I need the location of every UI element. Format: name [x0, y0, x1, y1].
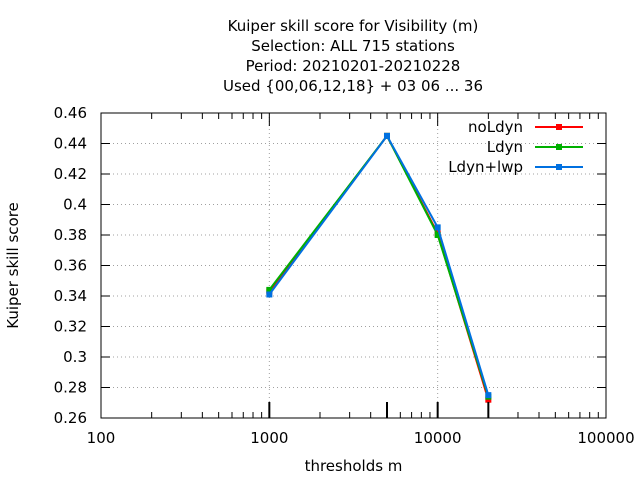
- y-tick-label: 0.36: [54, 257, 87, 275]
- y-tick-label: 0.26: [54, 409, 87, 427]
- title-line: Selection: ALL 715 stations: [251, 37, 455, 55]
- chart-title: Kuiper skill score for Visibility (m) Sel…: [223, 17, 483, 95]
- data-point: [485, 392, 492, 399]
- data-point: [383, 132, 390, 139]
- y-tick-label: 0.3: [63, 348, 87, 366]
- y-tick-label: 0.38: [54, 226, 87, 244]
- title-line: Period: 20210201-20210228: [246, 57, 461, 75]
- series-line-Ldyn: [268, 134, 490, 397]
- y-tick-label: 0.46: [54, 104, 87, 122]
- legend-marker: [556, 144, 562, 150]
- data-point: [485, 396, 492, 403]
- x-tick-label: 10000: [414, 429, 462, 447]
- data-point: [266, 291, 273, 298]
- y-tick-label: 0.44: [54, 135, 87, 153]
- series-lines: [266, 132, 492, 403]
- x-tick-label: 100: [87, 429, 116, 447]
- axis-ticks: 0.26 0.28 0.3 0.32 0.34 0.36 0.38 0.4 0.42 0.44 0.…: [54, 104, 635, 447]
- legend-marker: [556, 124, 562, 130]
- y-tick-label: 0.34: [54, 287, 87, 305]
- legend-marker: [556, 164, 562, 170]
- y-tick-label: 0.42: [54, 165, 87, 183]
- x-axis-label: thresholds m: [305, 457, 403, 475]
- title-line: Used {00,06,12,18} + 03 06 ... 36: [223, 77, 483, 95]
- legend-label: noLdyn: [468, 118, 523, 136]
- x-tick-label: 1000: [250, 429, 288, 447]
- legend-label: Ldyn+lwp: [448, 158, 523, 176]
- y-tick-label: 0.4: [63, 196, 87, 214]
- data-point: [434, 232, 441, 238]
- x-tick-label: 100000: [577, 429, 634, 447]
- data-point: [266, 286, 273, 293]
- series-line-Ldyn+lwp: [268, 134, 490, 396]
- legend: noLdyn Ldyn Ldyn+lwp: [448, 118, 583, 176]
- legend-label: Ldyn: [487, 138, 523, 156]
- y-tick-label: 0.28: [54, 379, 87, 397]
- data-point: [434, 224, 441, 231]
- title-line: Kuiper skill score for Visibility (m): [228, 17, 479, 35]
- y-axis-label: Kuiper skill score: [4, 202, 22, 329]
- y-tick-label: 0.32: [54, 318, 87, 336]
- grid: [101, 113, 606, 418]
